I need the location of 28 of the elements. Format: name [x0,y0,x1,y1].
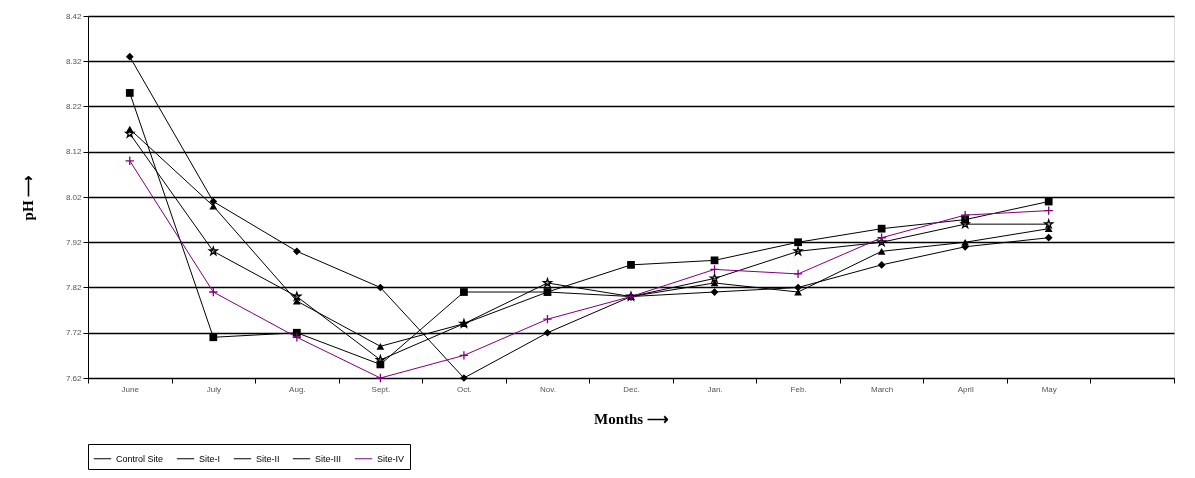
legend-label: Site-I [199,453,221,464]
x-axis-title: Months ⟶ [594,410,669,427]
y-axis-title: pH ⟶ [19,174,36,221]
x-tick-label: July [206,384,221,394]
legend-label: Site-III [315,453,342,464]
x-tick-label: Nov. [540,384,556,394]
y-tick-label: 7.82 [65,283,83,292]
x-tick-label: April [957,384,974,394]
legend-label: Site-II [256,453,280,464]
y-tick-label: 7.72 [65,328,83,338]
y-tick-label: 8.12 [65,147,83,157]
x-tick-label: March [871,384,894,394]
y-tick-label: 8.02 [65,192,83,202]
y-tick-label: 7.62 [65,373,83,383]
x-tick-label: June [121,384,140,394]
legend-label: Site-IV [377,453,405,464]
x-tick-label: Feb. [790,384,807,394]
y-tick-label: 7.92 [65,237,83,247]
x-tick-label: Oct. [457,384,472,394]
x-tick-label: Jan. [707,384,723,394]
x-tick-label: May [1041,384,1057,394]
x-tick-label: Aug. [289,384,306,394]
y-tick-label: 8.42 [65,11,83,21]
y-tick-label: 8.32 [65,56,83,66]
legend-label: Control Site [116,453,164,464]
y-tick-label: 8.22 [65,102,83,111]
x-tick-label: Dec. [623,384,640,394]
x-tick-label: Sept. [371,384,391,394]
